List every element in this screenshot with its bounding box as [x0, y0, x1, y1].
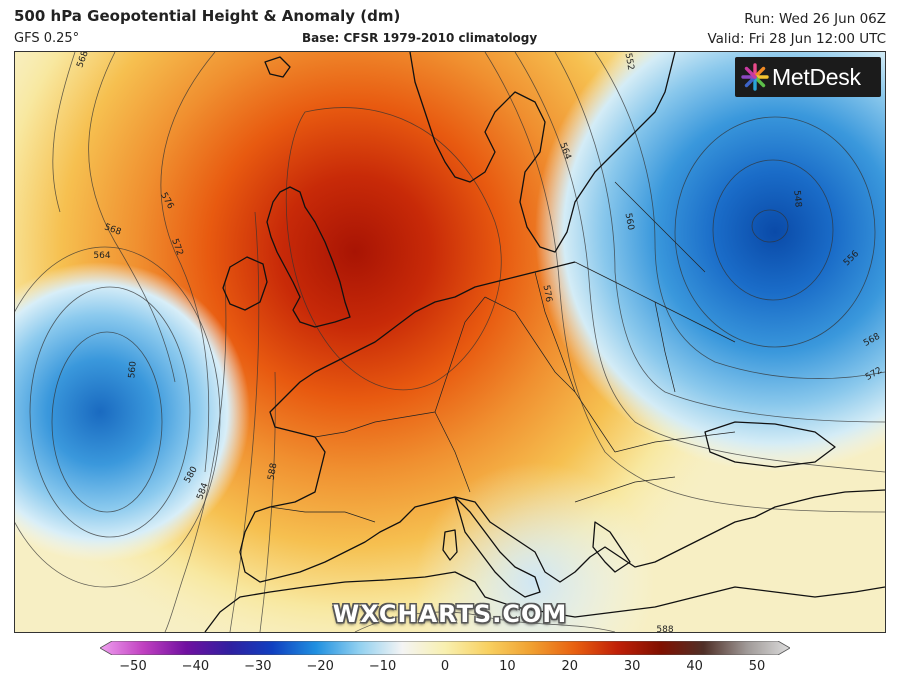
- colorbar: [99, 640, 791, 656]
- ireland-coast: [222, 256, 268, 311]
- contour-label: 560: [127, 361, 138, 379]
- colorbar-tick-label: 40: [686, 659, 703, 674]
- mediterranean-low-field: [15, 52, 885, 632]
- north-africa-coast: [204, 571, 885, 632]
- sardinia-coast: [442, 529, 458, 561]
- iceland-coast: [264, 56, 291, 78]
- colorbar-tick-label: 50: [748, 659, 766, 674]
- coastlines: [204, 52, 885, 632]
- contour-label: 588: [267, 462, 280, 481]
- metdesk-logo-icon: [741, 63, 769, 91]
- greece-coast: [592, 521, 631, 573]
- black-sea-coast: [704, 421, 836, 468]
- metdesk-logo-text: MetDesk: [772, 63, 861, 90]
- contour-label: 552: [623, 52, 636, 71]
- run-label: Run: Wed 26 Jun 06Z: [744, 11, 886, 27]
- colorbar-tick-label: −20: [306, 659, 334, 674]
- colorbar-tick-label: 30: [623, 659, 641, 674]
- scandinavia-coast: [409, 52, 676, 253]
- contour-label: 588: [656, 625, 673, 632]
- valid-label: Valid: Fri 28 Jun 12:00 UTC: [707, 31, 886, 47]
- colorbar-svg: [99, 640, 791, 656]
- colorbar-tick-label: 20: [561, 659, 579, 674]
- colorbar-tick-label: −50: [119, 659, 147, 674]
- map-panel: 568 576 568 564 572 560 580 584 588 564 560 552 548 5…: [14, 51, 886, 633]
- wxcharts-watermark: WXCHARTS.COM: [332, 600, 568, 628]
- metdesk-logo: MetDesk: [735, 57, 881, 97]
- base-label: Base: CFSR 1979-2010 climatology: [302, 31, 538, 45]
- country-borders: [269, 181, 736, 523]
- colorbar-tick-label: −40: [181, 659, 210, 674]
- colorbar-tick-label: −10: [368, 659, 397, 674]
- model-label: GFS 0.25°: [14, 31, 80, 46]
- colorbar-tick-label: −30: [244, 659, 272, 674]
- height-contours: [15, 52, 885, 632]
- colorbar-tick-label: 0: [440, 659, 450, 674]
- contour-label: 548: [791, 190, 802, 208]
- contour-label: 564: [93, 251, 110, 261]
- chart-title: 500 hPa Geopotential Height & Anomaly (d…: [14, 7, 401, 25]
- contour-label: 560: [623, 212, 636, 231]
- italy-coast: [454, 496, 541, 598]
- contour-label: 576: [541, 284, 554, 303]
- colorbar-tick-label: 10: [499, 659, 516, 674]
- continental-coast: [239, 261, 885, 583]
- great-britain-coast: [266, 186, 351, 328]
- colorbar-strip: [99, 640, 791, 656]
